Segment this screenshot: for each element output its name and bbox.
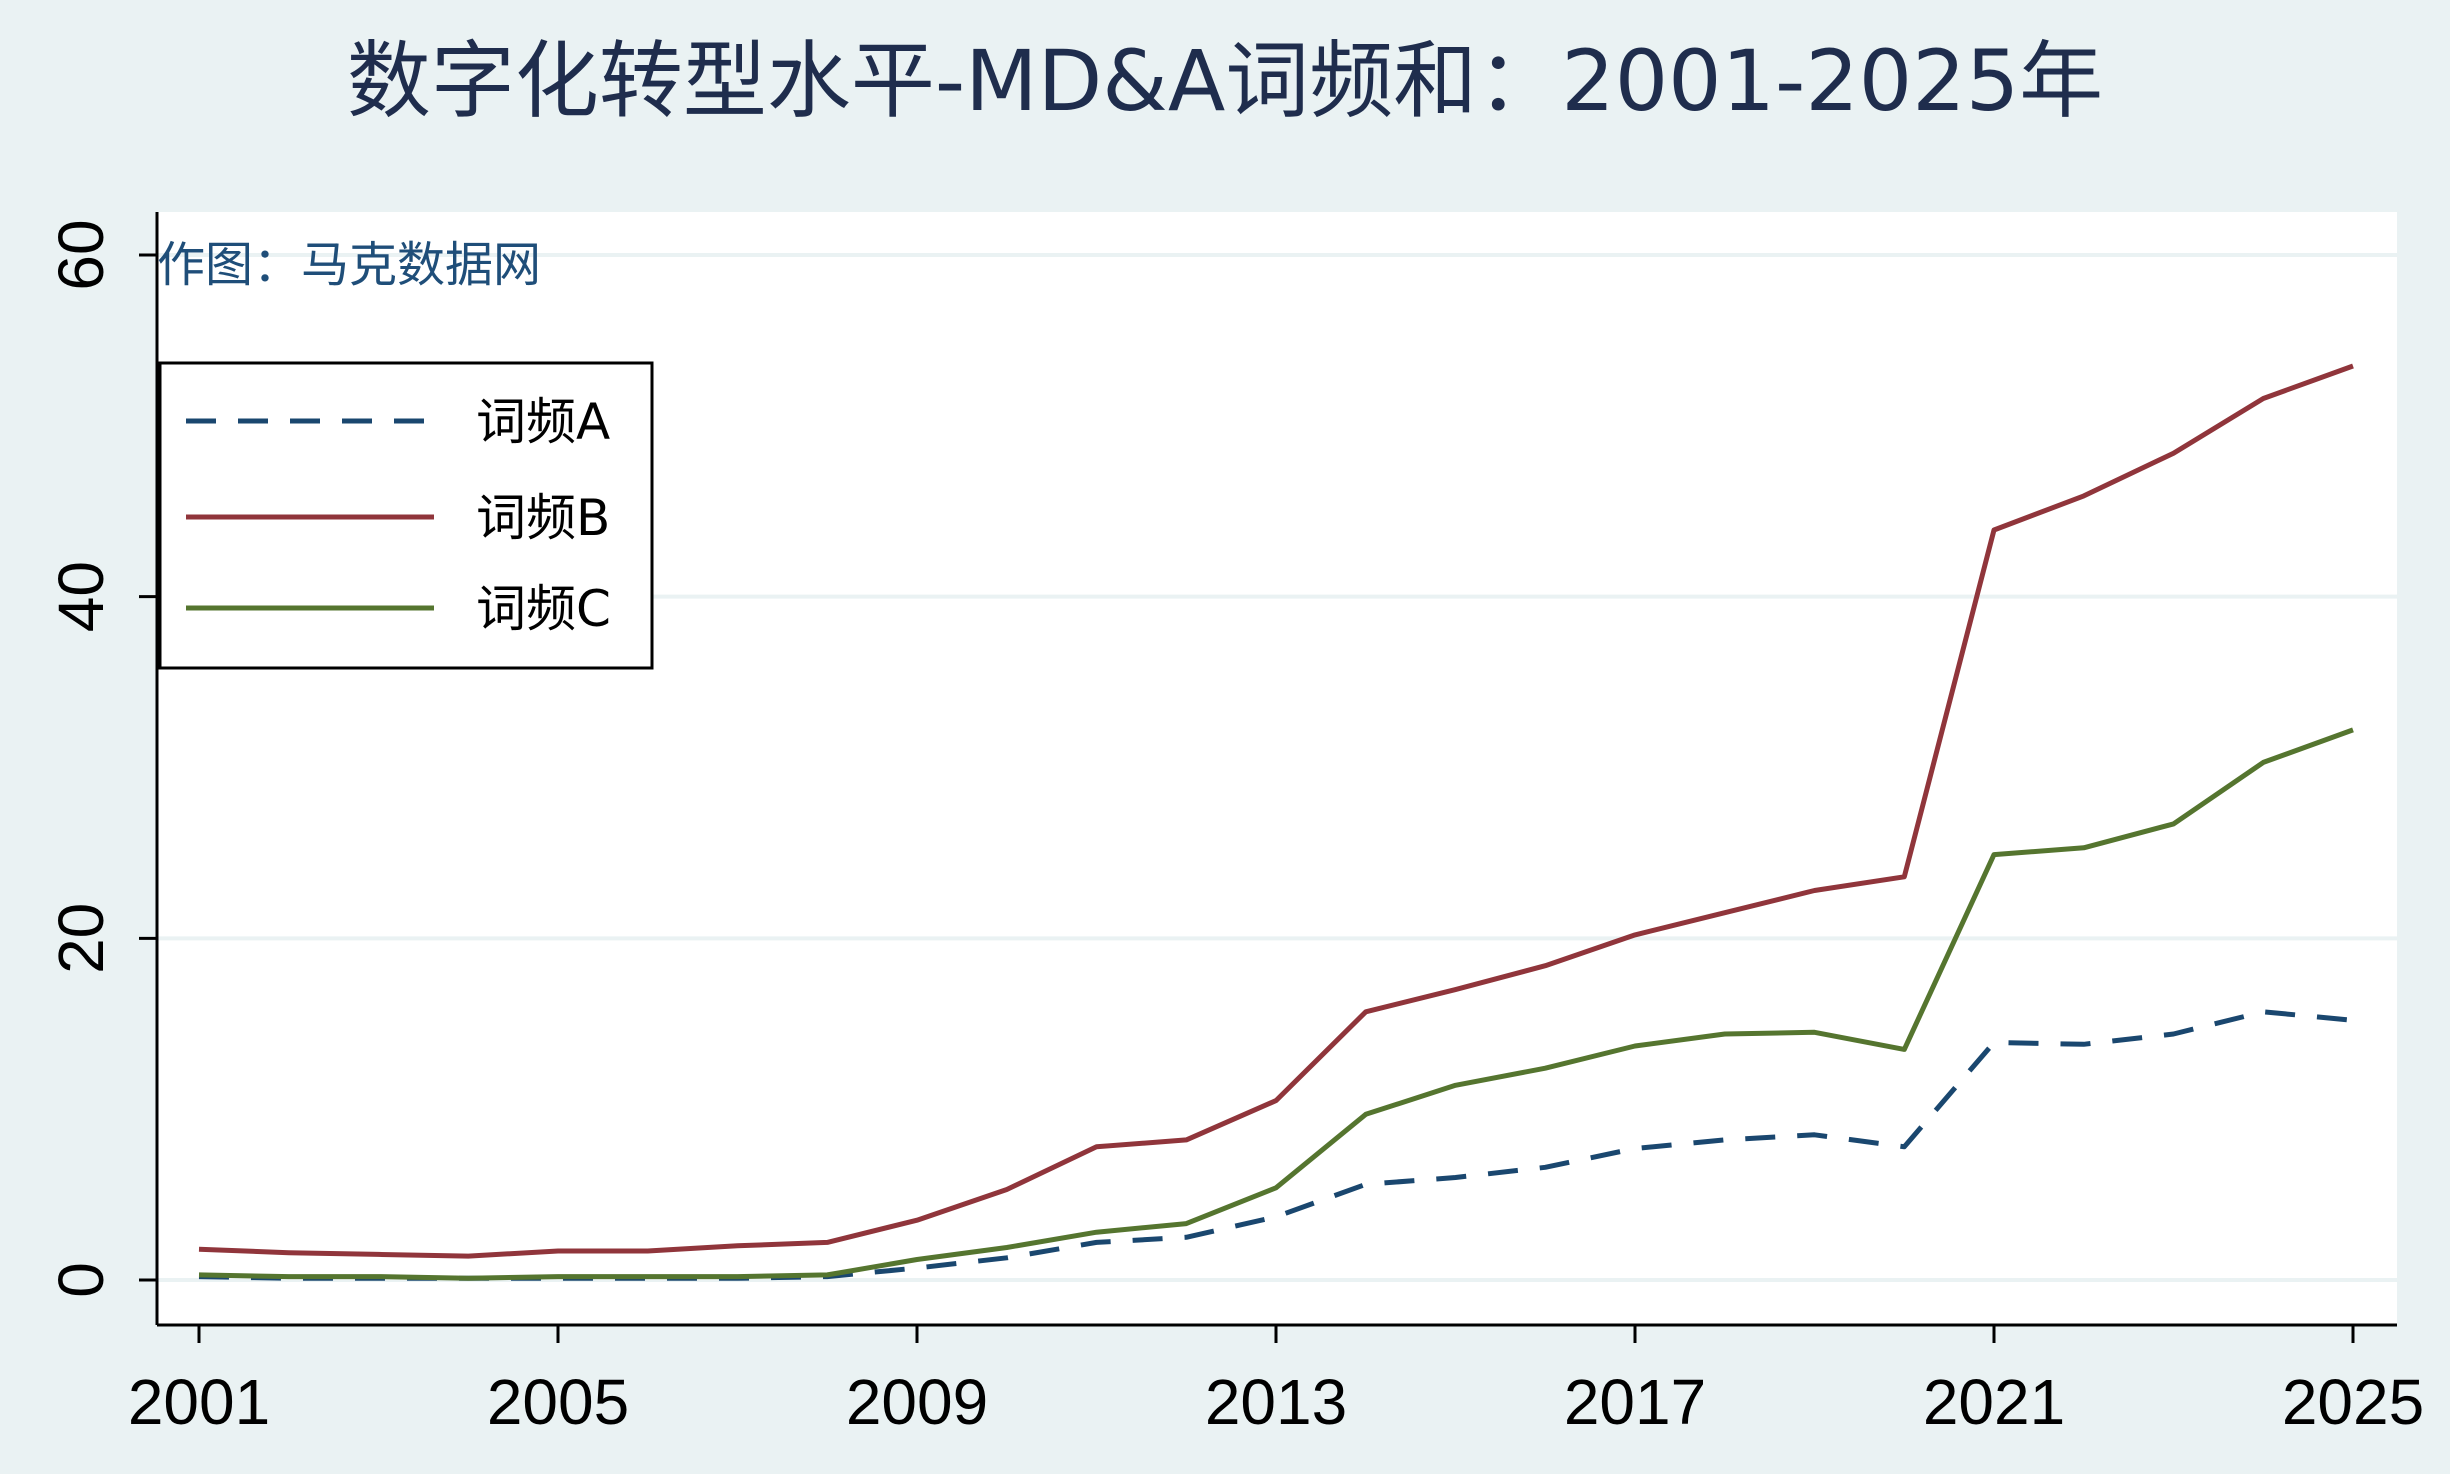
- series-line-2: [198, 363, 2354, 1259]
- y-tick-label-40: 40: [45, 561, 117, 632]
- y-tick-label-60: 60: [45, 219, 117, 290]
- x-tick-label-2017: 2017: [1564, 1366, 1706, 1438]
- x-tick-label-2009: 2009: [846, 1366, 988, 1438]
- legend-items: 词频A 词频B 词频C: [186, 393, 611, 638]
- series-lines: [198, 363, 2354, 1281]
- y-tick-label-0: 0: [45, 1262, 117, 1298]
- legend: 词频A 词频B 词频C: [158, 361, 654, 670]
- legend-label-1: 词频A: [476, 393, 610, 451]
- x-tick-label-2001: 2001: [128, 1366, 270, 1438]
- legend-label-2: 词频B: [476, 489, 610, 547]
- y-tick-label-20: 20: [45, 903, 117, 974]
- x-tick-label-2013: 2013: [1205, 1366, 1347, 1438]
- x-axis-ticks: 2001 2005 2009 2013 2017 2021 2025: [128, 1325, 2424, 1438]
- chart-annotation: 作图：马克数据网: [157, 237, 541, 293]
- x-tick-label-2005: 2005: [487, 1366, 629, 1438]
- x-tick-label-2025: 2025: [2282, 1366, 2424, 1438]
- x-tick-label-2021: 2021: [1923, 1366, 2065, 1438]
- y-axis-ticks: 0 20 40 60: [45, 219, 157, 1298]
- series-line-3: [198, 727, 2354, 1281]
- legend-label-3: 词频C: [476, 580, 611, 638]
- chart-title: 数字化转型水平-MD&A词频和：2001-2025年: [347, 32, 2103, 130]
